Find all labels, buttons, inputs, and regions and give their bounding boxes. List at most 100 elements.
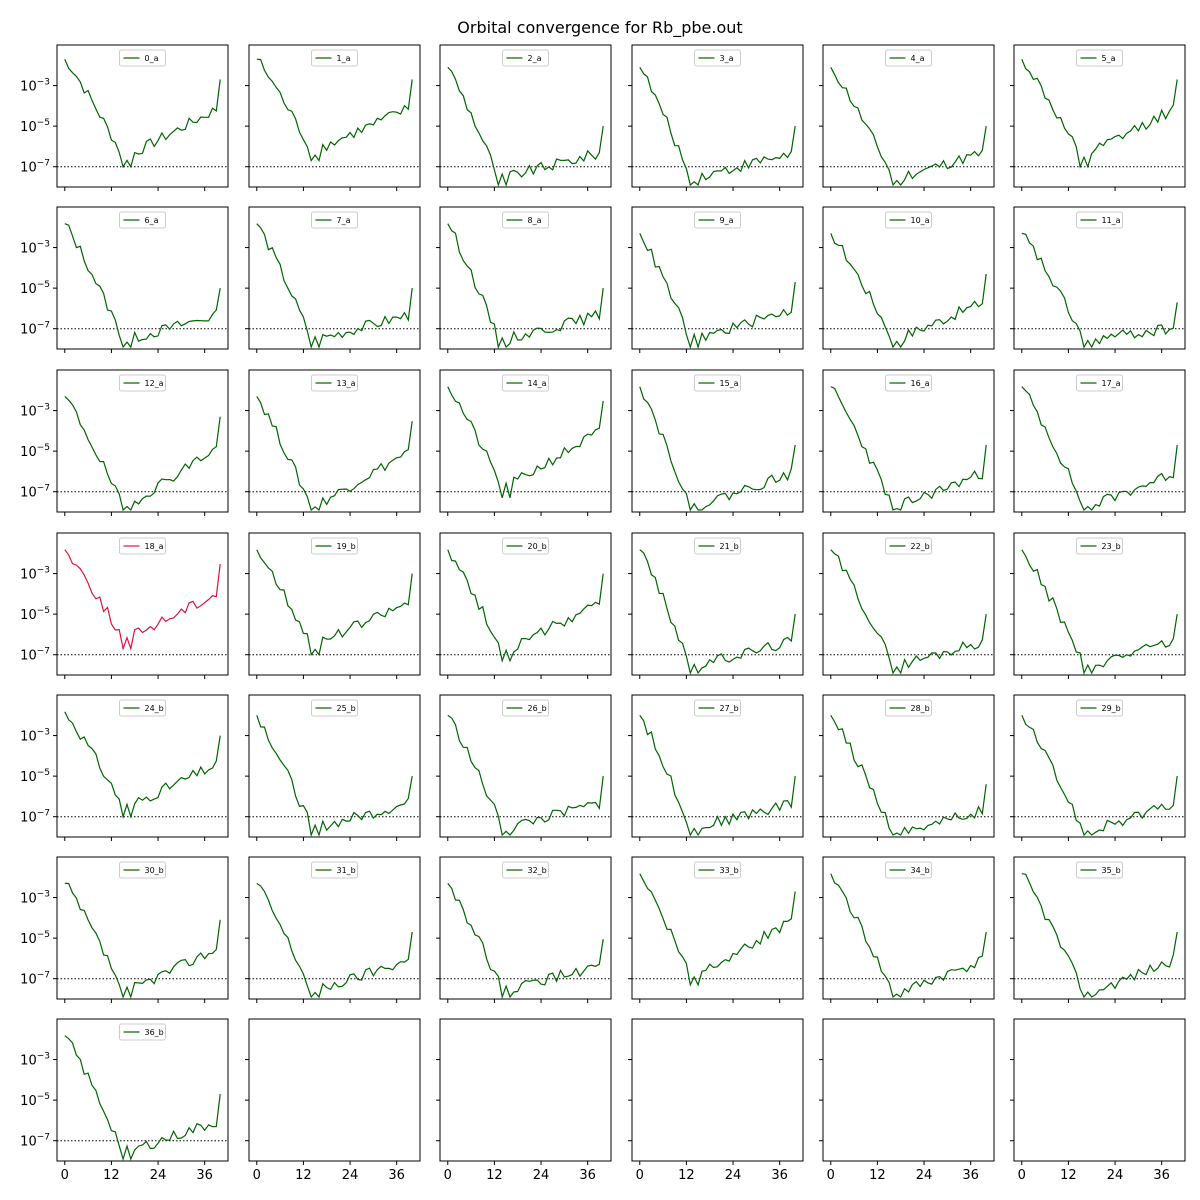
legend-label: 35_b [1102,866,1121,875]
subplot-panel: 11_a [1010,206,1186,353]
x-tick-label: 36 [771,1168,788,1183]
legend-label: 4_a [911,54,925,63]
x-tick-label: 36 [1153,1168,1170,1183]
y-tick-label: 10−5 [20,118,50,135]
legend-label: 19_b [337,542,356,551]
y-tick-label: 10−5 [20,443,50,460]
subplot-panel: 10−7 10−5 10−3 24_b [20,694,229,841]
series-line [447,549,604,663]
legend-box [694,49,741,67]
subplot-panel: 21_b [628,532,804,679]
legend-label: 0_a [145,54,159,63]
x-tick-label: 24 [1107,1168,1124,1183]
series-line [256,396,413,512]
x-tick-label: 0 [827,1168,835,1183]
legend-box [1076,537,1123,555]
y-tick-label: 10−5 [20,1092,50,1109]
y-tick-label: 10−3 [20,78,50,95]
subplot-panel: 33_b [628,856,804,1003]
x-tick-label: 24 [533,1168,550,1183]
subplot-panel: 4_a [819,44,995,191]
subplot-panel: 0 12 24 36 [245,1018,421,1183]
legend-label: 33_b [720,866,739,875]
subplot-panel: 2_a [436,44,612,191]
series-line [1021,232,1178,349]
series-line [639,233,796,350]
y-tick-label: 10−7 [20,484,50,501]
y-tick-label: 10−7 [20,809,50,826]
legend-label: 21_b [720,542,739,551]
legend-box [311,537,358,555]
legend-label: 10_a [911,216,930,225]
subplot-panel: 29_b [1010,694,1186,841]
plot-frame [822,1018,995,1162]
legend-label: 11_a [1102,216,1121,225]
legend-label: 23_b [1102,542,1121,551]
legend-label: 6_a [145,216,159,225]
subplot-panel: 5_a [1010,44,1186,191]
subplot-panel: 7_a [245,206,421,353]
series-line [830,549,987,675]
x-tick-label: 12 [103,1168,120,1183]
legend-box [502,211,549,229]
legend-box [1076,211,1123,229]
series-line [639,714,796,837]
series-line [256,223,413,350]
legend-box [694,861,741,879]
plot-frame [248,206,421,350]
plot-frame [248,532,421,676]
legend-box [1076,699,1123,717]
plot-frame [439,856,612,1000]
series-line [256,882,413,999]
subplot-panel: 16_a [819,369,995,516]
subplot-panel: 10−7 10−5 10−3 18_a [20,532,229,679]
series-line [1021,386,1178,511]
legend-label: 20_b [528,542,547,551]
legend-label: 30_b [145,866,164,875]
series-line [447,386,604,498]
legend-box [502,374,549,392]
plot-frame [1013,1018,1186,1162]
x-tick-label: 24 [150,1168,167,1183]
legend-box [311,861,358,879]
subplot-panel: 0 12 24 36 [628,1018,804,1183]
series-line [447,714,604,837]
y-tick-label: 10−5 [20,606,50,623]
legend-box [502,699,549,717]
legend-label: 31_b [337,866,356,875]
x-tick-label: 0 [61,1168,69,1183]
legend-label: 22_b [911,542,930,551]
series-line [639,549,796,675]
subplot-panel: 0 12 24 36 [819,1018,995,1183]
legend-label: 1_a [337,54,351,63]
legend-label: 36_b [145,1028,164,1037]
y-tick-label: 10−3 [20,403,50,420]
legend-label: 17_a [1102,379,1121,388]
legend-box [1076,374,1123,392]
plot-frame [822,532,995,676]
legend-box [885,49,932,67]
legend-label: 12_a [145,379,164,388]
subplot-panel: 19_b [245,532,421,679]
legend-label: 13_a [337,379,356,388]
series-line [830,67,987,187]
plot-frame [631,694,804,838]
legend-label: 3_a [720,54,734,63]
subplot-panel: 27_b [628,694,804,841]
series-line [639,386,796,512]
legend-box [311,211,358,229]
plot-frame [822,44,995,188]
plot-frame [56,856,229,1000]
legend-label: 28_b [911,704,930,713]
subplot-panel: 34_b [819,856,995,1003]
plot-frame [1013,532,1186,676]
series-line [64,549,221,651]
plot-frame [822,856,995,1000]
subplot-panel: 15_a [628,369,804,516]
legend-box [885,537,932,555]
plot-frame [1013,694,1186,838]
y-tick-label: 10−3 [20,566,50,583]
series-line [64,58,221,169]
plot-frame [439,206,612,350]
